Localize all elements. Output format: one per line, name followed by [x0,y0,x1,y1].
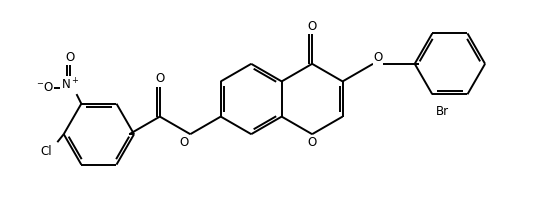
Text: Cl: Cl [40,145,52,158]
Text: N$^+$: N$^+$ [61,77,79,92]
Text: O: O [155,72,165,85]
Text: O: O [308,20,317,33]
Text: $^{-}$O: $^{-}$O [35,81,54,94]
Text: O: O [179,136,189,149]
Text: O: O [65,51,75,64]
Text: O: O [373,51,383,64]
Text: O: O [308,136,317,149]
Text: Br: Br [435,106,449,118]
